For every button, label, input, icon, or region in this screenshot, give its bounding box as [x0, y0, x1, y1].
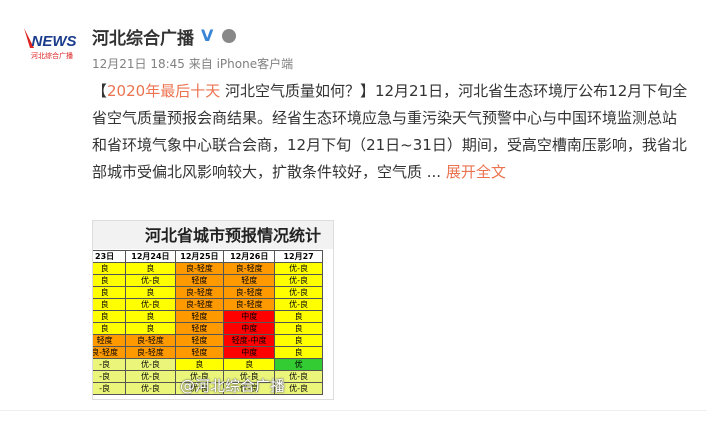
table-cell: 优-良	[274, 370, 323, 383]
table-cell: 优-良	[125, 298, 176, 311]
table-cell: 良	[125, 322, 176, 335]
user-name[interactable]: 河北综合广播	[92, 29, 194, 49]
table-cell: 良	[93, 286, 127, 299]
member-icon	[222, 29, 236, 43]
badges: V	[201, 27, 236, 45]
table-cell: 中度	[223, 346, 276, 359]
post-meta: 12月21日 18:45 来自 iPhone客户端	[92, 55, 293, 72]
table-cell: 轻度	[174, 334, 225, 347]
table-row: 良优-良 良-轻度 良-轻度 优-良	[93, 298, 323, 311]
table-cell: 优-良	[274, 262, 323, 275]
table-row: 良优-良 轻度 轻度 优-良	[93, 274, 323, 287]
table-cell: 良-轻度	[223, 298, 276, 311]
avatar-text: NEWS	[32, 33, 77, 50]
header-row: 23日 12月24日 12月25日 12月26日 12月27	[93, 250, 323, 263]
table-cell: 优-良	[125, 274, 176, 287]
table-cell: -良	[93, 358, 127, 371]
table-cell: 良	[93, 310, 127, 323]
table-cell: 轻度	[174, 346, 225, 359]
table-cell: 良	[274, 334, 323, 347]
logo-mark	[24, 28, 34, 48]
table-row: 良-轻度 良-轻度 轻度 中度良	[93, 346, 323, 359]
column-header: 12月26日	[223, 250, 276, 263]
avatar[interactable]: NEWS 河北综合广播	[20, 22, 82, 64]
table-cell: 良	[223, 358, 276, 371]
table-cell: 良	[93, 322, 127, 335]
column-header: 23日	[93, 250, 127, 263]
table-cell: 优-良	[125, 358, 176, 371]
table-cell: 优-良	[274, 298, 323, 311]
column-header: 12月24日	[125, 250, 176, 263]
table-cell: 良	[125, 310, 176, 323]
table-row: 良良良-轻度 良-轻度 优-良	[93, 286, 323, 299]
table-row: -良 优-良良良优	[93, 358, 323, 371]
table-cell: 优-良	[274, 274, 323, 287]
table-row: 良良轻度 中度良	[93, 310, 323, 323]
table-cell: 优-良	[223, 370, 276, 383]
hashtag[interactable]: 2020年最后十天	[107, 82, 221, 100]
table-cell: 中度	[223, 322, 276, 335]
table-cell: 优-良	[274, 382, 323, 395]
table-cell: 优-良	[125, 382, 176, 395]
table-cell: 中度	[223, 310, 276, 323]
table-cell: 轻度	[93, 334, 127, 347]
table-cell: -良	[93, 382, 127, 395]
verified-icon: V	[201, 27, 214, 45]
table-cell: 轻度	[174, 322, 225, 335]
table-cell: 轻度-中度	[223, 334, 276, 347]
bracket: 【	[92, 82, 108, 100]
table-cell: 优-良	[125, 370, 176, 383]
table-row: 轻度 良-轻度 轻度 轻度-中度良	[93, 334, 323, 347]
post-text: 【2020年最后十天 河北空气质量如何？】12月21日，河北省生态环境厅公布12…	[92, 78, 688, 186]
post-time[interactable]: 12月21日 18:45	[92, 57, 185, 71]
table-cell: 良	[93, 262, 127, 275]
post-body: 河北空气质量如何？】12月21日，河北省生态环境厅公布12月下旬全省空气质量预报…	[92, 82, 688, 181]
separator	[0, 410, 707, 411]
table-cell: 良-轻度	[174, 298, 225, 311]
table-cell: 良-轻度	[223, 286, 276, 299]
table-cell: 优	[274, 358, 323, 371]
table-cell: 优-良	[274, 286, 323, 299]
post-source: 来自 iPhone客户端	[188, 57, 294, 71]
table-cell: 良	[174, 358, 225, 371]
table-cell: 轻度	[223, 274, 276, 287]
table-cell: 良	[93, 298, 127, 311]
table-cell: 优-良	[223, 382, 276, 395]
column-header: 12月25日	[174, 250, 225, 263]
table-cell: 优-良	[174, 382, 225, 395]
table-cell: 良-轻度	[174, 286, 225, 299]
avatar-sub: 河北综合广播	[31, 51, 73, 60]
table-cell: 良	[274, 322, 323, 335]
post-image[interactable]: 河北省城市预报情况统计 23日 12月24日 12月25日 12月26日 12月27 良良…	[92, 220, 334, 400]
table-cell: 轻度	[174, 274, 225, 287]
table-cell: 良	[274, 310, 323, 323]
expand-link[interactable]: 展开全文	[445, 163, 506, 181]
table-cell: 良-轻度	[223, 262, 276, 275]
table-cell: 良-轻度	[93, 346, 127, 359]
table-row: -良 优-良 优-良 优-良 优-良	[93, 382, 323, 395]
table-cell: 良	[125, 262, 176, 275]
table-row: 良良轻度 中度良	[93, 322, 323, 335]
table-cell: 良	[125, 286, 176, 299]
column-header: 12月27	[274, 250, 323, 263]
table-row: 良良良-轻度 良-轻度 优-良	[93, 262, 323, 275]
forecast-table: 23日 12月24日 12月25日 12月26日 12月27 良良良-轻度 良-轻度 优-良良…	[93, 250, 323, 395]
table-cell: 良-轻度	[174, 262, 225, 275]
table-title: 河北省城市预报情况统计	[93, 221, 333, 249]
table-cell: 良-轻度	[125, 346, 176, 359]
table-cell: 良	[274, 346, 323, 359]
watermark: @河北综合广播	[180, 377, 286, 395]
table-cell: -良	[93, 370, 127, 383]
table-cell: 良	[93, 274, 127, 287]
table-cell: 轻度	[174, 310, 225, 323]
table-cell: 良-轻度	[125, 334, 176, 347]
